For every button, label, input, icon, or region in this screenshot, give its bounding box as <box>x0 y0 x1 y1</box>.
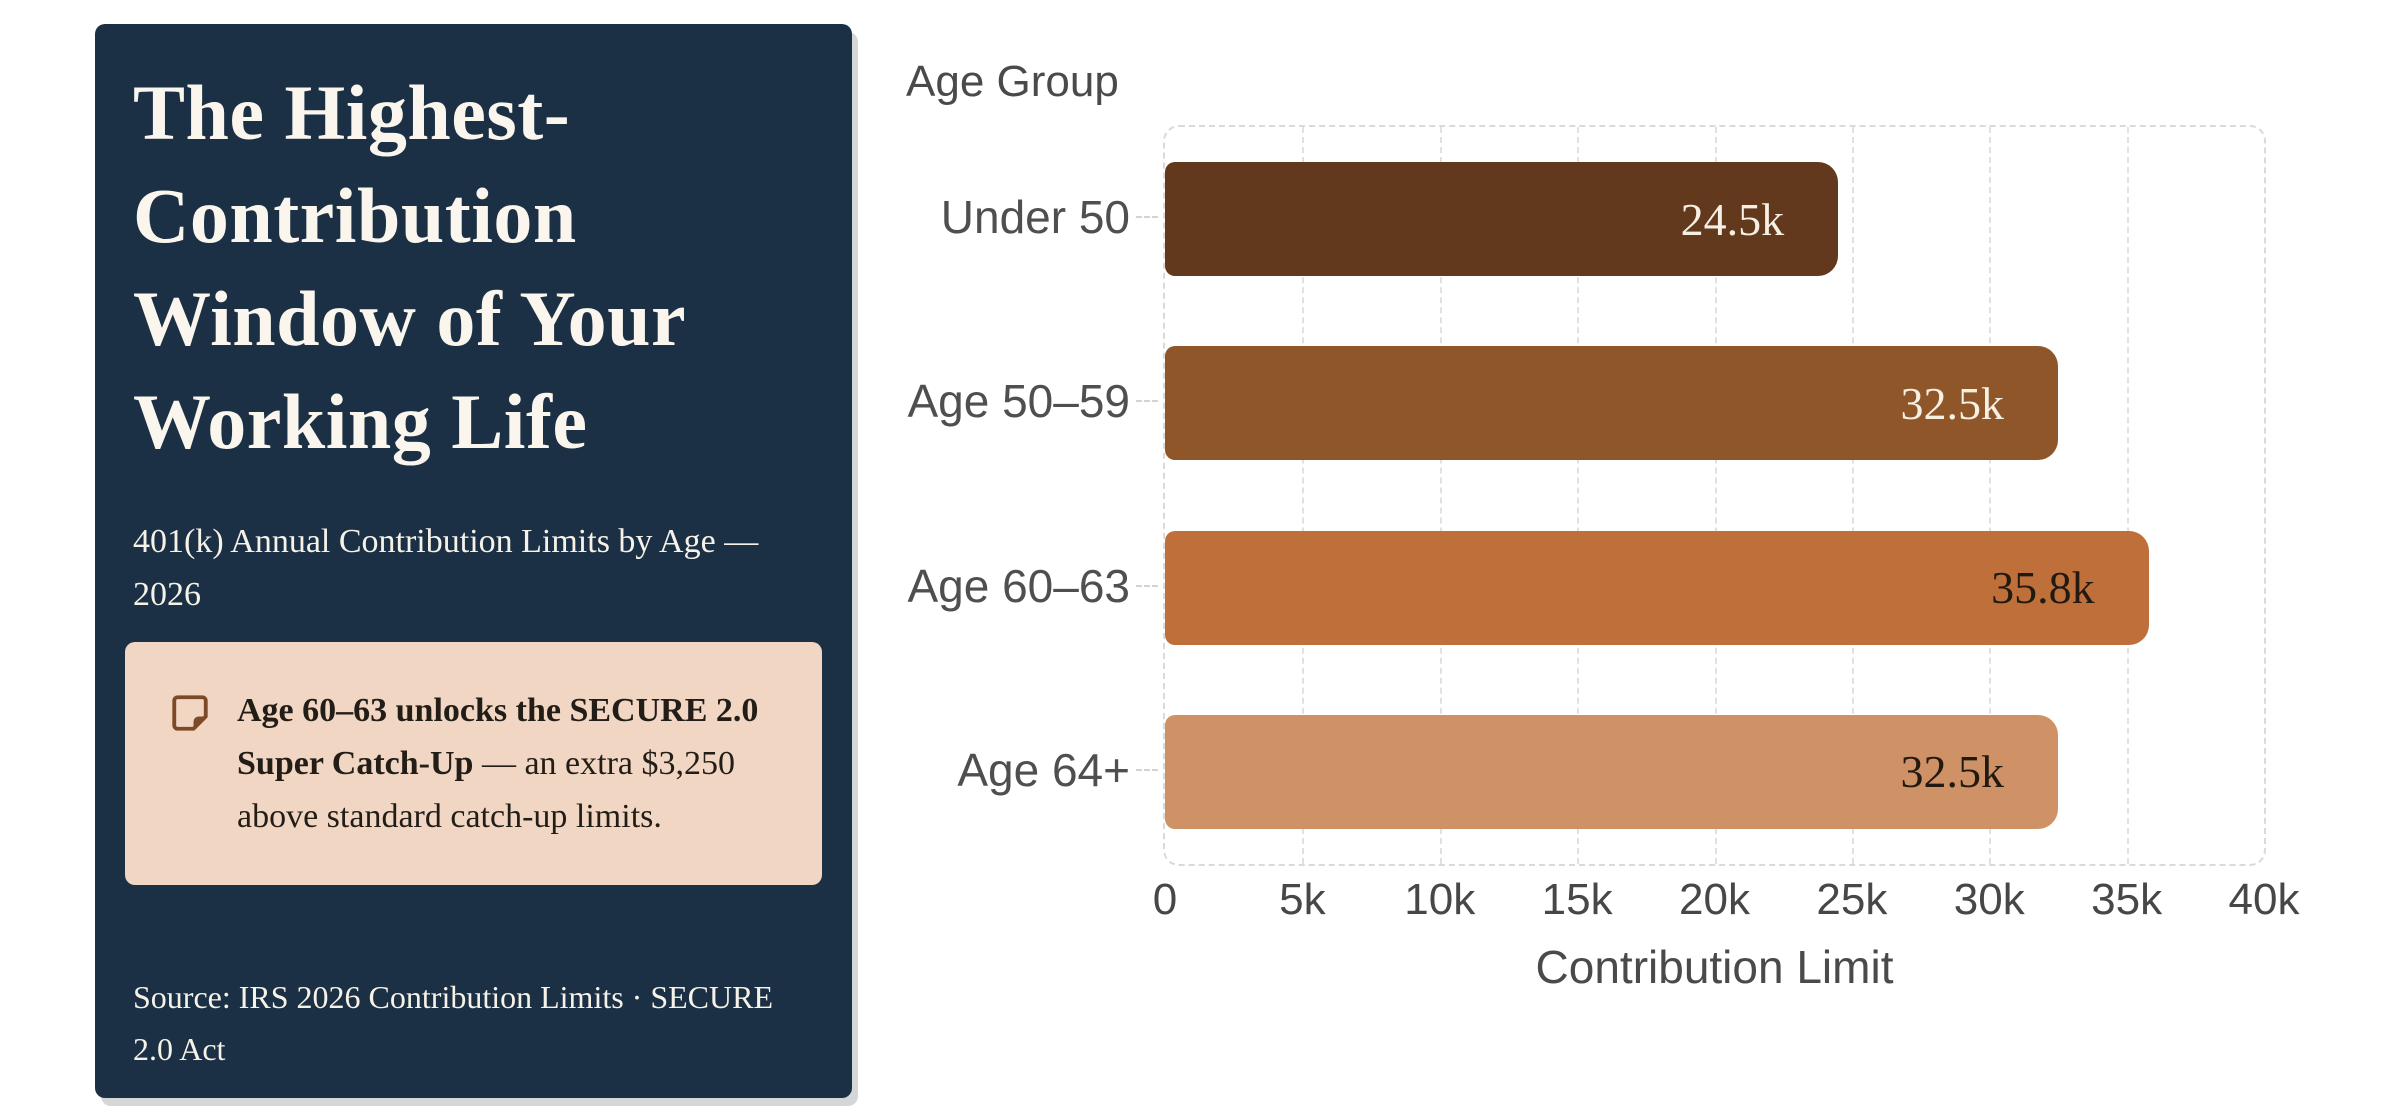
bar: 35.8k <box>1165 530 2149 645</box>
x-tick-label: 35k <box>2091 875 2163 924</box>
page-title: The Highest-Contribution Window of Your … <box>133 69 685 465</box>
bar-value-label: 24.5k <box>1680 193 1785 245</box>
plot-area: 24.5k 32.5k 35.8k 32.5k <box>1163 125 2266 866</box>
callout-highlight: Age 60–63 unlocks the SECURE 2.0 Super C… <box>237 692 759 783</box>
bar-value-label: 35.8k <box>1991 562 2095 614</box>
bar: 24.5k <box>1165 162 1839 277</box>
bar-value-label: 32.5k <box>1900 377 2004 429</box>
gridline <box>1851 127 1854 864</box>
page-subtitle: 401(k) Annual Contribution Limits by Age… <box>133 523 759 613</box>
gridline <box>1439 127 1442 864</box>
gridline <box>1302 127 1305 864</box>
category-label: Age 50–59 <box>907 375 1130 428</box>
gridline <box>1989 127 1992 864</box>
sticky-note-icon <box>172 695 208 731</box>
source-note: Source: IRS 2026 Contribution Limits · S… <box>133 979 774 1067</box>
category-label: Age 60–63 <box>907 559 1130 612</box>
y-axis-tick <box>1136 400 1158 403</box>
x-tick-label: 5k <box>1279 875 1326 924</box>
gridline <box>1714 127 1717 864</box>
x-axis-title: Contribution Limit <box>1535 941 1894 993</box>
x-tick-label: 0 <box>1152 875 1178 924</box>
callout-card: Age 60–63 unlocks the SECURE 2.0 Super C… <box>125 642 822 886</box>
x-tick-label: 30k <box>1953 875 2025 924</box>
category-label: Under 50 <box>940 191 1130 244</box>
gridline <box>2126 127 2129 864</box>
left-panel: The Highest-Contribution Window of Your … <box>95 24 852 1098</box>
x-tick-label: 25k <box>1816 875 1888 924</box>
x-tick-label: 40k <box>2228 875 2300 924</box>
gridline <box>1577 127 1580 864</box>
y-axis-tick <box>1136 768 1158 771</box>
callout-text: Age 60–63 unlocks the SECURE 2.0 Super C… <box>237 684 778 843</box>
x-tick-label: 10k <box>1404 875 1476 924</box>
y-axis-tick <box>1136 216 1158 219</box>
category-label: Age 64+ <box>957 743 1130 796</box>
y-axis-tick <box>1136 584 1158 587</box>
x-tick-label: 20k <box>1679 875 1750 924</box>
x-tick-label: 15k <box>1541 875 1613 924</box>
bar: 32.5k <box>1165 346 2058 461</box>
y-axis-title: Age Group <box>906 57 1119 106</box>
bar-value-label: 32.5k <box>1900 746 2004 798</box>
callout-rest: — an extra $3,250 above standard catch-u… <box>237 745 736 836</box>
bar: 32.5k <box>1165 714 2058 829</box>
